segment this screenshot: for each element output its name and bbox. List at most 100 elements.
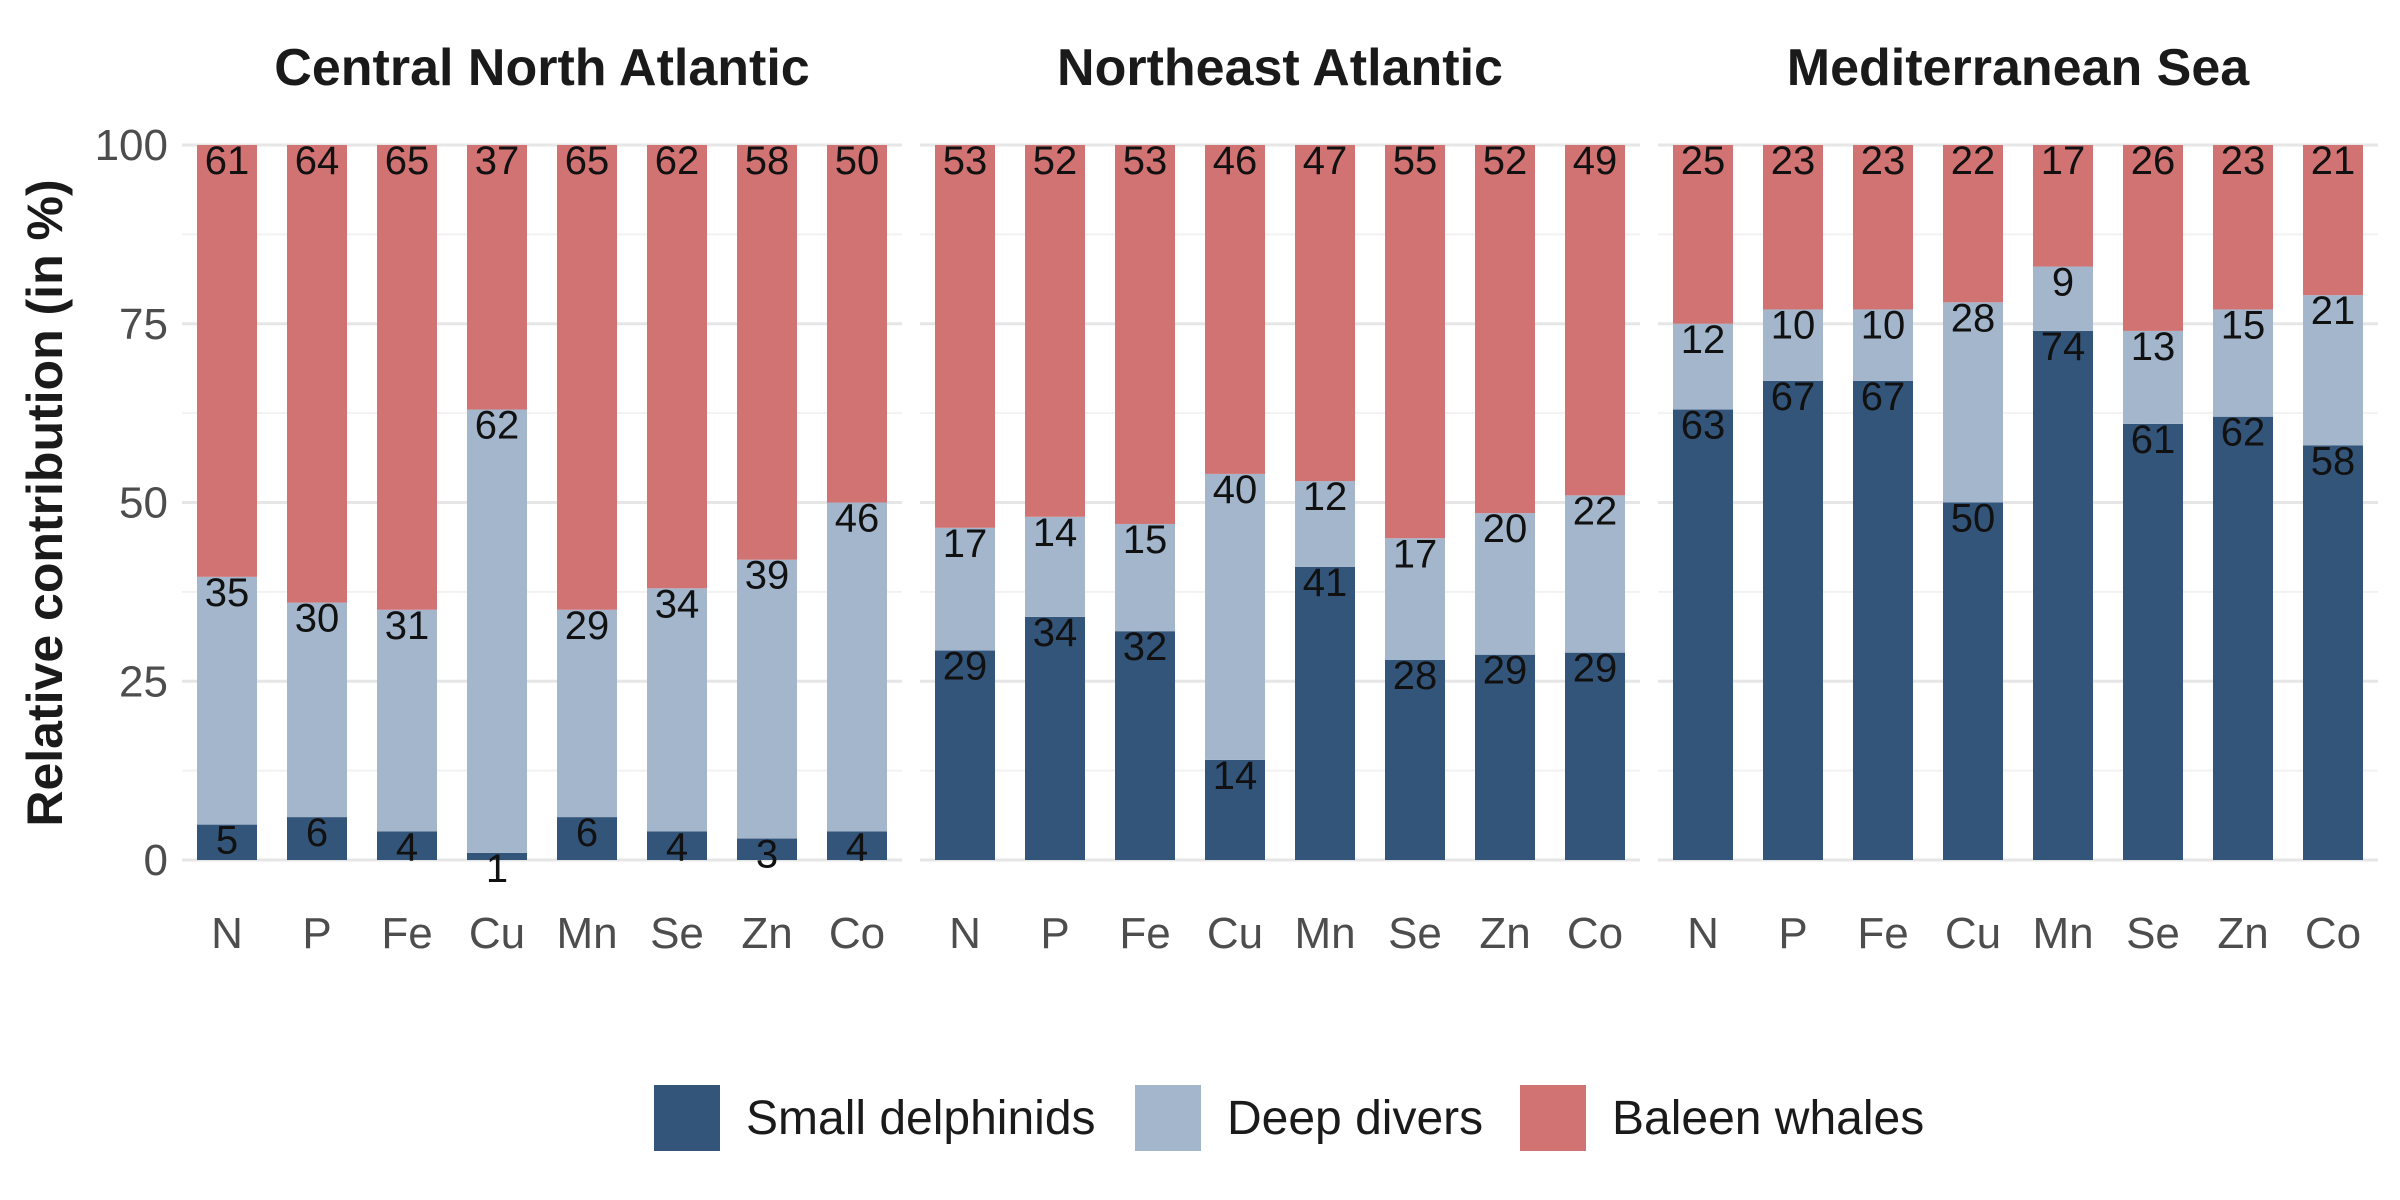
data-label: 26 <box>2131 139 2176 183</box>
data-label: 58 <box>745 139 790 183</box>
x-tick-label: Co <box>829 909 885 958</box>
data-label: 62 <box>655 139 700 183</box>
bar-segment <box>287 145 347 603</box>
data-label: 15 <box>2221 303 2266 347</box>
data-label: 58 <box>2311 439 2356 483</box>
bar-segment <box>1565 652 1625 860</box>
bar-segment <box>557 817 617 860</box>
x-tick-label: Co <box>2305 909 2361 958</box>
chart-panels: Central North Atlantic535616306443165162… <box>95 39 2378 958</box>
data-label: 6 <box>306 811 328 855</box>
bar-segment <box>1205 145 1265 474</box>
x-tick-label: P <box>302 909 331 958</box>
bar-segment <box>1115 145 1175 524</box>
bar-segment <box>1385 538 1445 660</box>
x-tick-label: P <box>1040 909 1069 958</box>
bar-segment <box>827 145 887 503</box>
data-label: 29 <box>943 645 988 689</box>
legend-swatch <box>1135 1085 1201 1151</box>
bar-segment <box>1763 145 1823 310</box>
bar-segment <box>377 831 437 860</box>
data-label: 10 <box>1771 303 1816 347</box>
bar-segment <box>287 817 347 860</box>
data-label: 13 <box>2131 325 2176 369</box>
y-tick-label: 75 <box>119 300 168 349</box>
bar-segment <box>467 852 527 860</box>
bar-segment <box>1115 523 1175 632</box>
data-label: 34 <box>1033 611 1078 655</box>
data-label: 5 <box>216 819 238 863</box>
bar-segment <box>2123 423 2183 860</box>
data-label: 67 <box>1861 375 1906 419</box>
bar-segment <box>1763 309 1823 381</box>
x-tick-label: Mn <box>556 909 617 958</box>
data-label: 50 <box>835 139 880 183</box>
data-label: 50 <box>1951 497 1996 541</box>
bar-segment <box>1385 145 1445 539</box>
data-label: 17 <box>1393 532 1438 576</box>
data-label: 17 <box>2041 139 2086 183</box>
bar-segment <box>935 650 995 860</box>
data-label: 39 <box>745 554 790 598</box>
data-label: 30 <box>295 597 340 641</box>
bar-segment <box>197 145 257 577</box>
data-label: 52 <box>1033 139 1078 183</box>
bar-segment <box>1475 654 1535 860</box>
bar-segment <box>1115 631 1175 860</box>
data-label: 61 <box>2131 418 2176 462</box>
data-label: 9 <box>2052 261 2074 305</box>
data-label: 4 <box>666 825 688 869</box>
bar-segment <box>2033 330 2093 860</box>
bar-segment <box>1025 616 1085 860</box>
bar-segment <box>2303 445 2363 860</box>
x-tick-label: Zn <box>1479 909 1530 958</box>
data-label: 53 <box>1123 139 1168 183</box>
data-label: 32 <box>1123 625 1168 669</box>
data-label: 52 <box>1483 139 1528 183</box>
bar-segment <box>1853 145 1913 310</box>
legend-swatch <box>654 1085 720 1151</box>
x-tick-label: Fe <box>1857 909 1908 958</box>
bar-segment <box>2303 145 2363 296</box>
bar-segment <box>1025 145 1085 517</box>
data-label: 21 <box>2311 289 2356 333</box>
data-label: 12 <box>1303 475 1348 519</box>
bar-segment <box>467 409 527 853</box>
data-label: 29 <box>1483 649 1528 693</box>
bar-segment <box>1565 145 1625 496</box>
x-tick-label: Cu <box>1207 909 1263 958</box>
data-label: 35 <box>205 571 250 615</box>
y-axis-label: Relative contribution (in %) <box>17 179 73 826</box>
bar-segment <box>935 145 995 528</box>
data-label: 61 <box>205 139 250 183</box>
data-label: 17 <box>943 522 988 566</box>
bar-segment <box>1763 380 1823 860</box>
bar-segment <box>467 145 527 410</box>
data-label: 40 <box>1213 468 1258 512</box>
x-tick-label: Fe <box>381 909 432 958</box>
bar-segment <box>1853 380 1913 860</box>
data-label: 65 <box>565 139 610 183</box>
x-tick-label: Se <box>650 909 704 958</box>
panel-title: Central North Atlantic <box>274 39 809 97</box>
bar-segment <box>1853 309 1913 381</box>
bar-segment <box>827 831 887 860</box>
bar-segment <box>1295 145 1355 482</box>
data-label: 62 <box>2221 411 2266 455</box>
legend-label: Deep divers <box>1227 1092 1483 1145</box>
data-label: 3 <box>756 833 778 877</box>
data-label: 46 <box>1213 139 1258 183</box>
panel-0: Central North Atlantic535616306443165162… <box>95 39 902 958</box>
data-label: 28 <box>1951 296 1996 340</box>
data-label: 23 <box>1771 139 1816 183</box>
y-tick-label: 100 <box>95 121 168 170</box>
panel-title: Northeast Atlantic <box>1057 39 1503 97</box>
data-label: 64 <box>295 139 340 183</box>
bar-segment <box>2213 416 2273 860</box>
panel-2: Mediterranean Sea 63 12 25 67 10 23 67 10 23 50 28 2… <box>1658 39 2378 958</box>
bar-segment <box>557 609 617 818</box>
data-label: 23 <box>1861 139 1906 183</box>
bar-segment <box>2123 330 2183 424</box>
bar-segment <box>1673 323 1733 410</box>
